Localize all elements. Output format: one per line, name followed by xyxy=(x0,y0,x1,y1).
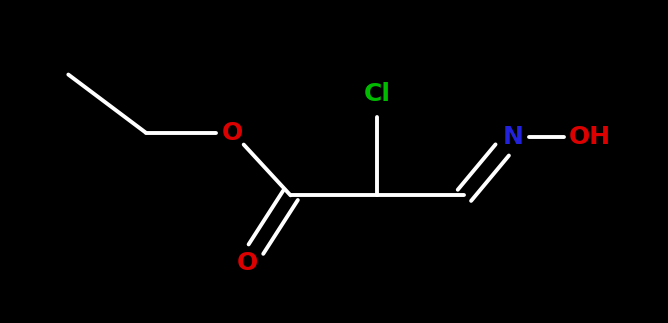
Text: O: O xyxy=(222,120,243,144)
Text: OH: OH xyxy=(569,125,611,149)
Text: N: N xyxy=(502,125,523,149)
Text: Cl: Cl xyxy=(364,82,391,106)
Text: O: O xyxy=(236,251,258,275)
